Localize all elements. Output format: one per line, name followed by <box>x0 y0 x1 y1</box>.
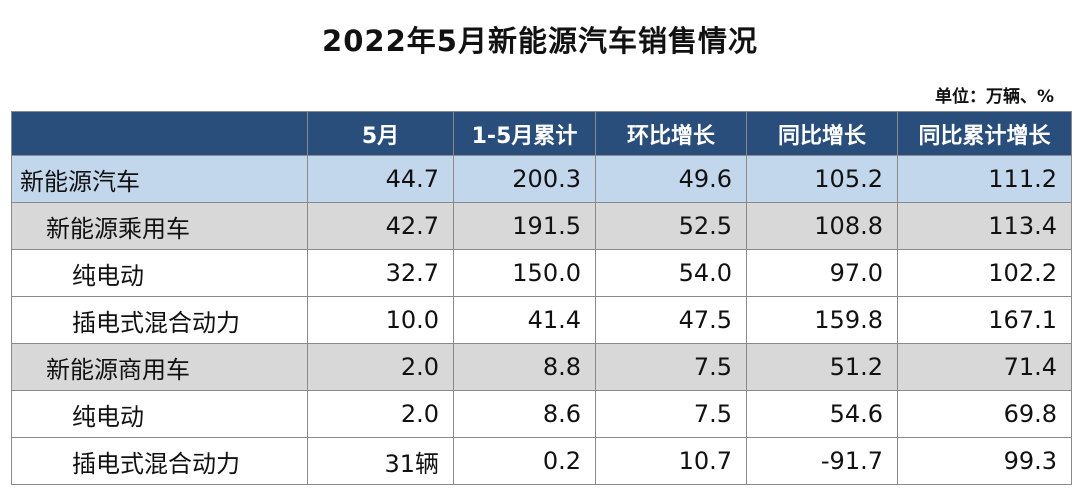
sales-table: 5月 1-5月累计 环比增长 同比增长 同比累计增长 新能源汽车 44.7 20… <box>11 111 1072 485</box>
table-row: 插电式混合动力 10.0 41.4 47.5 159.8 167.1 <box>11 296 1072 344</box>
row-label: 新能源商用车 <box>11 343 308 391</box>
cell-value: 102.2 <box>897 249 1072 297</box>
cell-value: 99.3 <box>897 437 1072 485</box>
header-cell-ytd-yoy: 同比累计增长 <box>897 111 1072 156</box>
table-row: 插电式混合动力 31辆 0.2 10.7 -91.7 99.3 <box>11 437 1072 485</box>
cell-value: 42.7 <box>307 202 454 250</box>
table-row: 新能源乘用车 42.7 191.5 52.5 108.8 113.4 <box>11 202 1072 250</box>
cell-value: 69.8 <box>897 390 1072 438</box>
cell-value: 2.0 <box>307 390 454 438</box>
cell-value: 108.8 <box>746 202 898 250</box>
cell-value: 8.8 <box>453 343 596 391</box>
cell-value: 44.7 <box>307 155 454 203</box>
cell-value: 54.6 <box>746 390 898 438</box>
cell-value: 191.5 <box>453 202 596 250</box>
cell-value: 52.5 <box>595 202 747 250</box>
row-label: 纯电动 <box>11 390 308 438</box>
cell-value: 31辆 <box>307 437 454 485</box>
row-label: 新能源汽车 <box>11 155 308 203</box>
cell-value: 32.7 <box>307 249 454 297</box>
cell-value: 159.8 <box>746 296 898 344</box>
cell-value: 7.5 <box>595 390 747 438</box>
cell-value: 150.0 <box>453 249 596 297</box>
cell-value: 2.0 <box>307 343 454 391</box>
table-row: 纯电动 2.0 8.6 7.5 54.6 69.8 <box>11 390 1072 438</box>
cell-value: 7.5 <box>595 343 747 391</box>
cell-value: 0.2 <box>453 437 596 485</box>
cell-value: 10.0 <box>307 296 454 344</box>
table-row: 纯电动 32.7 150.0 54.0 97.0 102.2 <box>11 249 1072 297</box>
row-label: 插电式混合动力 <box>11 296 308 344</box>
unit-note: 单位：万辆、% <box>934 87 1054 107</box>
table-row: 新能源汽车 44.7 200.3 49.6 105.2 111.2 <box>11 155 1072 203</box>
header-cell-may: 5月 <box>307 111 454 156</box>
cell-value: 200.3 <box>453 155 596 203</box>
cell-value: 41.4 <box>453 296 596 344</box>
table-row: 新能源商用车 2.0 8.8 7.5 51.2 71.4 <box>11 343 1072 391</box>
table-header-row: 5月 1-5月累计 环比增长 同比增长 同比累计增长 <box>11 111 1072 156</box>
cell-value: 49.6 <box>595 155 747 203</box>
cell-value: 167.1 <box>897 296 1072 344</box>
header-cell-ytd: 1-5月累计 <box>453 111 596 156</box>
cell-value: 51.2 <box>746 343 898 391</box>
header-cell-yoy: 同比增长 <box>746 111 898 156</box>
page-title: 2022年5月新能源汽车销售情况 <box>322 24 758 58</box>
cell-value: 97.0 <box>746 249 898 297</box>
cell-value: 47.5 <box>595 296 747 344</box>
cell-value: 111.2 <box>897 155 1072 203</box>
cell-value: 113.4 <box>897 202 1072 250</box>
cell-value: -91.7 <box>746 437 898 485</box>
header-cell-mom: 环比增长 <box>595 111 747 156</box>
cell-value: 105.2 <box>746 155 898 203</box>
cell-value: 54.0 <box>595 249 747 297</box>
cell-value: 71.4 <box>897 343 1072 391</box>
row-label: 新能源乘用车 <box>11 202 308 250</box>
cell-value: 8.6 <box>453 390 596 438</box>
cell-value: 10.7 <box>595 437 747 485</box>
row-label: 插电式混合动力 <box>11 437 308 485</box>
row-label: 纯电动 <box>11 249 308 297</box>
header-cell-label <box>11 111 308 156</box>
